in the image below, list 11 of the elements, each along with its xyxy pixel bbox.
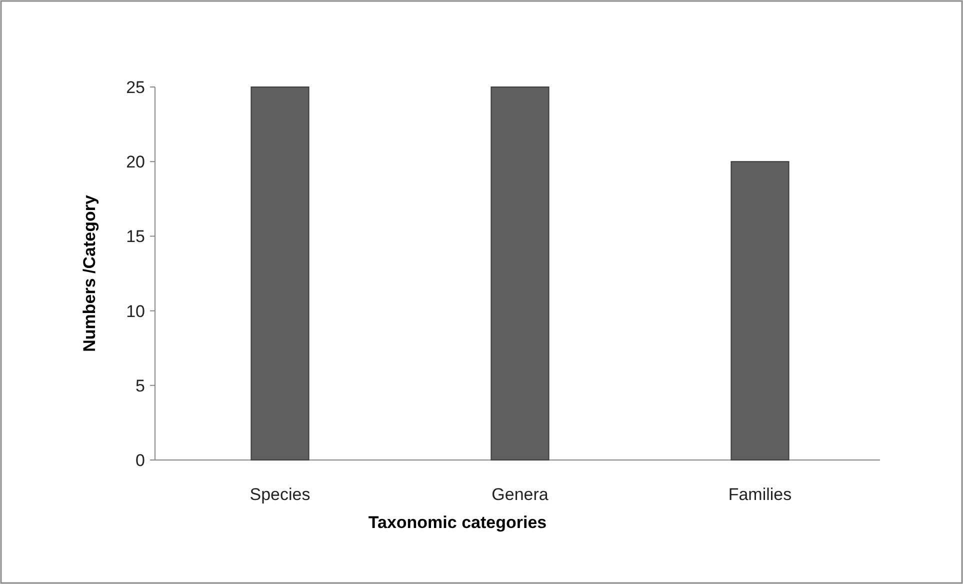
x-tick-label: Genera (492, 485, 549, 504)
y-tick-label: 0 (136, 450, 145, 470)
y-tick-label: 15 (126, 227, 145, 246)
x-tick-label: Families (728, 485, 792, 504)
y-tick-label: 10 (126, 302, 145, 321)
y-tick-label: 5 (136, 376, 145, 396)
y-axis-title: Numbers /Category (80, 194, 99, 352)
y-tick-label: 25 (126, 78, 145, 97)
x-tick-label: Species (250, 485, 310, 504)
x-axis-title: Taxonomic categories (368, 513, 547, 532)
y-tick-label: 20 (126, 152, 145, 172)
